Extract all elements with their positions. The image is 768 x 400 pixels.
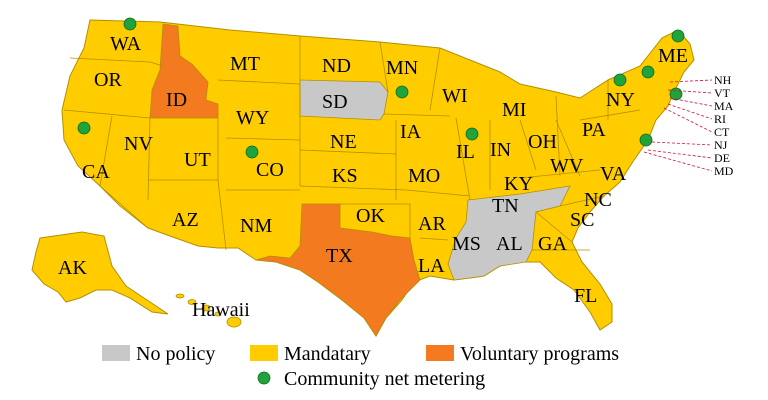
community-dots: [77, 17, 685, 159]
label-tn: TN: [492, 195, 519, 217]
label-sd: SD: [322, 91, 348, 113]
label-ma: MA: [714, 99, 734, 113]
community-dot-co: [245, 145, 259, 159]
label-pa: PA: [582, 119, 606, 141]
state-tn-ms-al-shape: [447, 185, 571, 281]
label-nh: NH: [714, 73, 732, 87]
label-vt: VT: [714, 86, 731, 100]
label-ri: RI: [714, 112, 726, 126]
label-mt: MT: [230, 53, 260, 75]
label-wy: WY: [236, 107, 269, 129]
label-la: LA: [418, 255, 445, 277]
callout-lines: [643, 79, 713, 172]
us-mainland-shape: [61, 19, 695, 337]
label-ne: NE: [330, 131, 357, 153]
label-wv: WV: [550, 155, 584, 177]
label-nd: ND: [322, 55, 351, 77]
legend-community: Community net metering: [284, 368, 485, 390]
legend-swatch-voluntary: [426, 345, 454, 361]
label-mo: MO: [408, 165, 440, 187]
label-mi: MI: [502, 99, 526, 121]
callout-labels: NH VT MA RI CT NJ DE MD: [714, 73, 734, 178]
label-nm: NM: [240, 215, 272, 237]
community-dot-wa: [123, 17, 137, 31]
legend-no-policy: No policy: [136, 343, 215, 365]
label-nc: NC: [584, 189, 612, 211]
label-ut: UT: [184, 149, 211, 171]
label-hawaii: Hawaii: [192, 299, 250, 321]
community-dot-ca: [77, 121, 91, 135]
label-ok: OK: [356, 205, 385, 227]
label-sc: SC: [570, 209, 594, 231]
label-ct: CT: [714, 125, 730, 139]
state-id-shape: [149, 23, 219, 119]
legend-swatch-mandatary: [250, 345, 278, 361]
label-oh: OH: [528, 131, 557, 153]
label-mn: MN: [386, 57, 418, 79]
label-ia: IA: [400, 121, 422, 143]
label-ak: AK: [58, 257, 87, 279]
legend-mandatary: Mandatary: [284, 343, 371, 365]
label-va: VA: [600, 163, 627, 185]
label-al: AL: [496, 233, 523, 255]
label-or: OR: [94, 69, 122, 91]
community-dot-nj: [639, 133, 653, 147]
state-hi-shape: [175, 293, 242, 328]
label-fl: FL: [574, 285, 597, 307]
label-me: ME: [658, 45, 688, 67]
label-ar: AR: [418, 213, 446, 235]
label-md: MD: [714, 164, 734, 178]
label-de: DE: [714, 151, 730, 165]
label-tx: TX: [326, 245, 353, 267]
label-co: CO: [256, 159, 284, 181]
label-az: AZ: [172, 209, 199, 231]
label-nv: NV: [124, 133, 153, 155]
label-in: IN: [490, 139, 511, 161]
state-borders: [63, 36, 641, 251]
community-dot-il: [465, 127, 479, 141]
label-ca: CA: [82, 161, 110, 183]
label-ky: KY: [504, 173, 533, 195]
label-nj: NJ: [714, 138, 728, 152]
state-labels: WA OR CA NV ID MT WY UT CO AZ NM ND SD N…: [58, 33, 688, 321]
legend-swatch-no-policy: [102, 345, 130, 361]
community-dot-mn: [395, 85, 409, 99]
label-ms: MS: [452, 233, 481, 255]
community-dot-nh: [641, 65, 655, 79]
state-ak-shape: [31, 231, 169, 315]
state-tx-shape: [255, 203, 421, 337]
legend-voluntary: Voluntary programs: [460, 343, 619, 365]
legend: No policy Mandatary Voluntary programs C…: [102, 343, 619, 390]
label-ga: GA: [538, 233, 567, 255]
label-ny: NY: [606, 89, 635, 111]
label-wa: WA: [110, 33, 142, 55]
community-dot-vt: [613, 73, 627, 87]
label-id: ID: [166, 89, 187, 111]
community-dot-me: [671, 29, 685, 43]
label-wi: WI: [442, 85, 468, 107]
label-ks: KS: [332, 165, 358, 187]
label-il: IL: [456, 141, 475, 163]
legend-swatch-community: [257, 371, 271, 385]
